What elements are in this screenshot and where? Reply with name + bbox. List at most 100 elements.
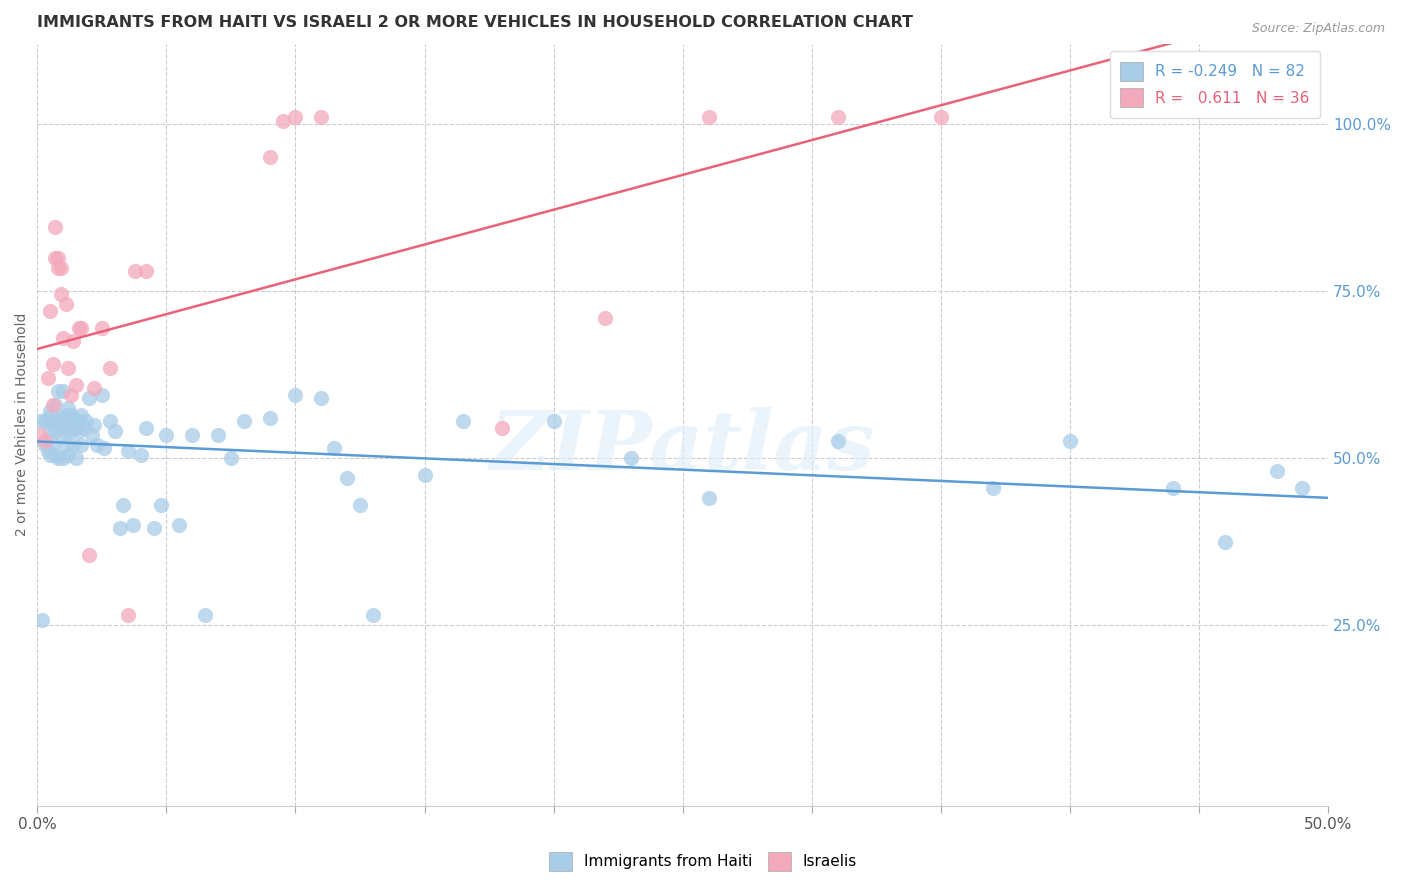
Point <box>70 320 93 334</box>
Point <box>311 391 333 405</box>
Point <box>58 425 80 439</box>
Point <box>37 371 59 385</box>
Point <box>827 110 849 124</box>
Point <box>46 251 69 265</box>
Point <box>129 448 152 462</box>
Point <box>827 434 849 449</box>
Point <box>1161 481 1184 495</box>
Point <box>67 320 90 334</box>
Point <box>70 438 93 452</box>
Point <box>232 414 254 428</box>
Point <box>142 521 165 535</box>
Point <box>77 391 100 405</box>
Point <box>104 425 127 439</box>
Point <box>93 441 115 455</box>
Point <box>46 451 69 466</box>
Point <box>39 404 62 418</box>
Legend: R = -0.249   N = 82, R =   0.611   N = 36: R = -0.249 N = 82, R = 0.611 N = 36 <box>1109 52 1320 118</box>
Point <box>59 408 82 422</box>
Point <box>37 411 59 425</box>
Point <box>697 491 720 505</box>
Point <box>75 414 97 428</box>
Point <box>83 417 105 432</box>
Point <box>34 434 56 449</box>
Point <box>58 448 80 462</box>
Point <box>929 110 952 124</box>
Point <box>207 427 229 442</box>
Point <box>90 320 112 334</box>
Point <box>42 414 65 428</box>
Point <box>49 287 72 301</box>
Point <box>219 451 242 466</box>
Point <box>44 425 66 439</box>
Point <box>135 421 157 435</box>
Point <box>349 498 371 512</box>
Point <box>697 110 720 124</box>
Text: ZIPatlas: ZIPatlas <box>489 408 876 488</box>
Point <box>46 384 69 399</box>
Point <box>150 498 173 512</box>
Point <box>259 150 281 164</box>
Point <box>453 414 475 428</box>
Point <box>124 264 146 278</box>
Y-axis label: 2 or more Vehicles in Household: 2 or more Vehicles in Household <box>15 313 30 536</box>
Text: Source: ZipAtlas.com: Source: ZipAtlas.com <box>1251 22 1385 36</box>
Point <box>284 387 307 401</box>
Point <box>135 264 157 278</box>
Point <box>39 304 62 318</box>
Point <box>361 608 384 623</box>
Point <box>44 251 66 265</box>
Point <box>37 444 59 458</box>
Point <box>34 438 56 452</box>
Point <box>59 425 82 439</box>
Point <box>55 408 77 422</box>
Point <box>52 331 75 345</box>
Point <box>284 110 307 124</box>
Point <box>52 451 75 466</box>
Point <box>117 608 139 623</box>
Point <box>28 427 51 442</box>
Point <box>62 411 84 425</box>
Point <box>34 414 56 428</box>
Point <box>73 421 96 435</box>
Point <box>323 441 346 455</box>
Point <box>55 438 77 452</box>
Point <box>39 448 62 462</box>
Point <box>90 387 112 401</box>
Point <box>98 414 121 428</box>
Point <box>1265 464 1288 478</box>
Point <box>311 110 333 124</box>
Point <box>181 427 204 442</box>
Point <box>49 411 72 425</box>
Point <box>595 310 617 325</box>
Point <box>620 451 643 466</box>
Point <box>28 414 51 428</box>
Point <box>65 414 87 428</box>
Point <box>42 398 65 412</box>
Text: IMMIGRANTS FROM HAITI VS ISRAELI 2 OR MORE VEHICLES IN HOUSEHOLD CORRELATION CHA: IMMIGRANTS FROM HAITI VS ISRAELI 2 OR MO… <box>38 15 914 30</box>
Point <box>65 377 87 392</box>
Point <box>31 613 53 627</box>
Point <box>259 411 281 425</box>
Point <box>194 608 217 623</box>
Point <box>1059 434 1081 449</box>
Point <box>52 384 75 399</box>
Point <box>58 401 80 415</box>
Point <box>49 427 72 442</box>
Point <box>336 471 359 485</box>
Point <box>42 358 65 372</box>
Point <box>413 467 436 482</box>
Point <box>70 408 93 422</box>
Point <box>65 421 87 435</box>
Point <box>39 425 62 439</box>
Point <box>83 381 105 395</box>
Point <box>67 425 90 439</box>
Point <box>46 260 69 275</box>
Point <box>543 414 565 428</box>
Point <box>98 360 121 375</box>
Point <box>44 220 66 235</box>
Point <box>86 438 108 452</box>
Point <box>62 334 84 348</box>
Point <box>169 517 191 532</box>
Point <box>121 517 143 532</box>
